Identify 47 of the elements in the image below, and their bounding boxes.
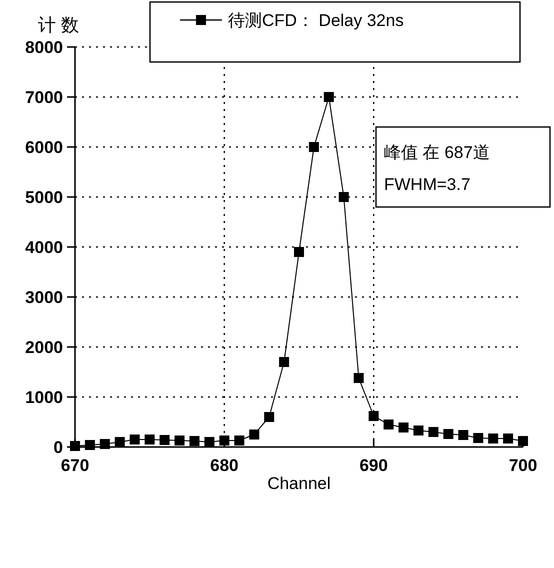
point	[488, 434, 498, 444]
point	[443, 429, 454, 439]
y-tick-label: 0	[54, 438, 63, 457]
point	[174, 436, 185, 446]
point	[264, 412, 274, 422]
point	[219, 436, 230, 446]
point	[84, 440, 95, 450]
point	[100, 439, 110, 449]
point	[458, 430, 468, 440]
y-tick-label: 8000	[25, 38, 63, 57]
point	[189, 436, 200, 446]
y-tick-label: 7000	[25, 88, 63, 107]
point	[324, 92, 334, 102]
point	[338, 192, 349, 202]
point	[384, 420, 394, 430]
point	[294, 247, 304, 257]
point	[160, 435, 170, 445]
y-tick-label: 6000	[25, 138, 63, 157]
point	[234, 436, 244, 446]
x-tick-label: 670	[60, 456, 90, 475]
point	[368, 411, 379, 421]
annotation: FWHM=3.7	[384, 175, 470, 194]
legend-label: 待测CFD： Delay 32ns	[228, 11, 404, 30]
point	[308, 142, 319, 152]
point	[204, 437, 214, 447]
x-tick-label: 690	[359, 456, 388, 475]
y-tick-label: 3000	[25, 288, 63, 307]
point	[249, 430, 260, 440]
point	[279, 357, 290, 367]
point	[428, 427, 438, 437]
point	[503, 434, 514, 444]
x-tick-label: 700	[508, 456, 538, 475]
point	[144, 434, 155, 444]
point	[130, 434, 140, 444]
x-axis-title: Channel	[267, 474, 331, 493]
y-tick-label: 4000	[25, 238, 63, 257]
point	[413, 426, 424, 436]
point	[354, 373, 364, 383]
y-tick-label: 2000	[25, 338, 63, 357]
x-tick-label: 680	[210, 456, 239, 475]
point	[398, 422, 409, 432]
y-tick-label: 5000	[25, 188, 63, 207]
point	[114, 437, 125, 447]
y-axis-title: 计 数	[38, 15, 80, 35]
annotation: 峰值 在 687道	[384, 143, 490, 162]
point	[473, 433, 484, 443]
y-tick-label: 1000	[25, 388, 63, 407]
